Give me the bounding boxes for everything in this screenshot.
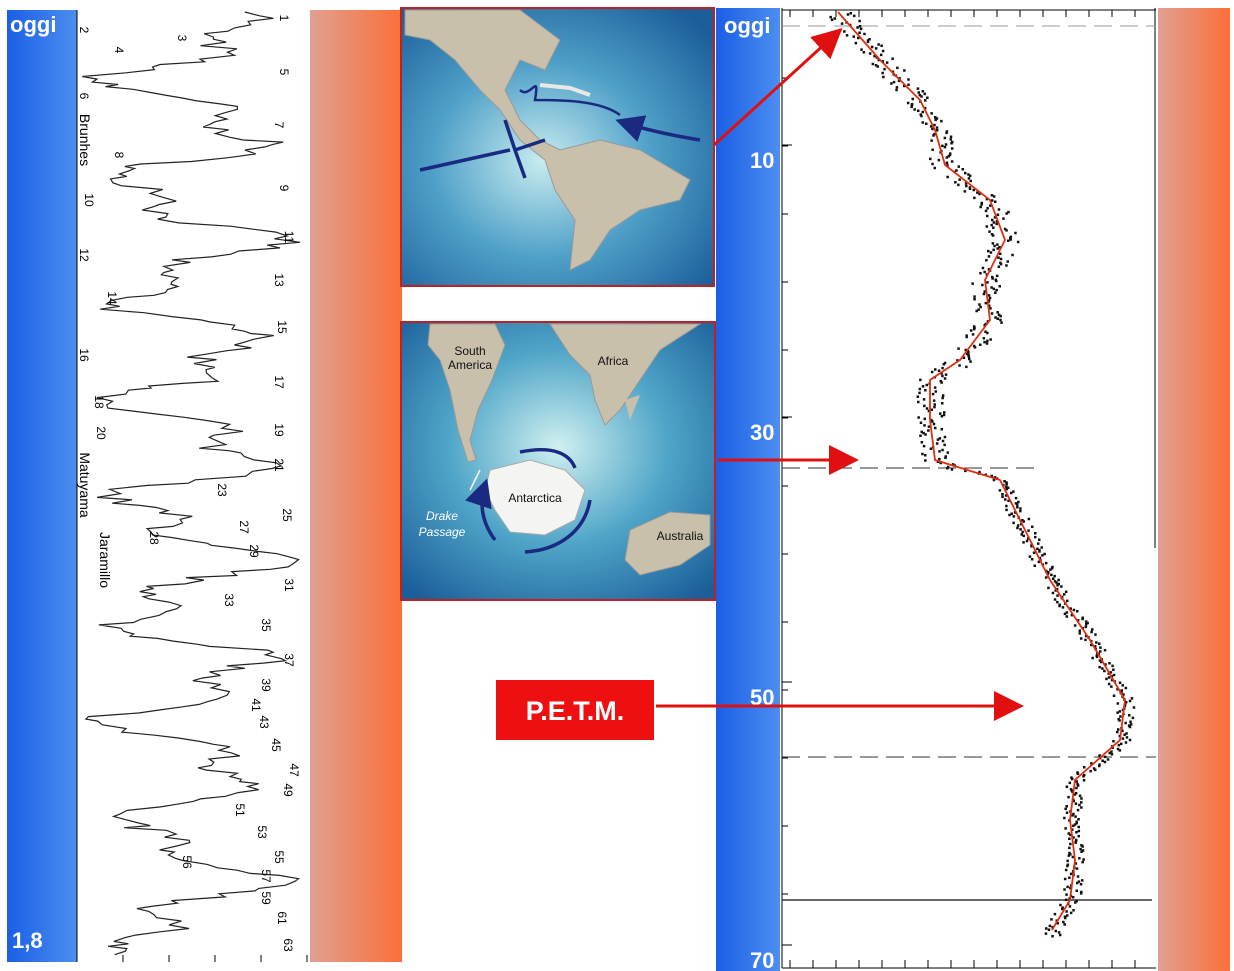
stage-label: 45 — [269, 738, 283, 752]
epoch-label: Matuyama — [77, 452, 93, 518]
epoch-label: Brunhes — [77, 114, 93, 166]
right-orange-bar — [1158, 8, 1230, 971]
smooth-curve — [837, 11, 1126, 931]
stage-label: 14 — [105, 291, 119, 305]
stage-label: 63 — [281, 938, 295, 952]
stage-label: 27 — [237, 520, 251, 534]
map-bottom: South America Africa Antarctica Drake Pass… — [400, 321, 716, 601]
left-curve-group: 1234567891011121314151617181920212325272… — [76, 11, 308, 962]
right-tick-label: 10 — [750, 148, 774, 173]
stage-label: 8 — [112, 152, 126, 159]
stage-label: 2 — [77, 27, 91, 34]
epoch-label: Jaramillo — [97, 532, 113, 588]
left-top-label: oggi — [10, 12, 56, 37]
stage-label: 59 — [259, 891, 273, 905]
right-tick-label: 30 — [750, 420, 774, 445]
stage-label: 56 — [180, 855, 194, 869]
stage-label: 47 — [287, 763, 301, 777]
stage-label: 6 — [77, 93, 91, 100]
label-antarctica: Antarctica — [508, 491, 562, 505]
stage-label: 3 — [175, 35, 189, 42]
label-drake: Drake Passage — [419, 509, 466, 539]
right-tick-label: 70 — [750, 948, 774, 971]
left-orange-bar — [310, 10, 402, 962]
stage-label: 37 — [282, 653, 296, 667]
stage-label: 29 — [247, 544, 261, 558]
map-top — [400, 7, 715, 287]
stage-label: 31 — [282, 578, 296, 592]
stage-label: 57 — [259, 869, 273, 883]
stage-label: 16 — [77, 348, 91, 362]
arrow — [712, 27, 843, 147]
label-south-america: South America — [448, 344, 492, 372]
stage-label: 55 — [272, 850, 286, 864]
stage-label: 39 — [259, 678, 273, 692]
stage-label: 28 — [147, 531, 161, 545]
stage-label: 5 — [277, 69, 291, 76]
stage-label: 1 — [277, 15, 291, 22]
stage-label: 7 — [272, 122, 286, 129]
right-top-label: oggi — [724, 13, 770, 38]
label-africa: Africa — [598, 354, 629, 368]
left-blue-bar — [7, 10, 77, 962]
stage-label: 17 — [272, 375, 286, 389]
stage-label: 23 — [215, 483, 229, 497]
stage-label: 9 — [277, 185, 291, 192]
right-blue-bar — [716, 8, 780, 971]
stage-label: 19 — [272, 423, 286, 437]
stage-label: 13 — [272, 273, 286, 287]
stage-label: 21 — [272, 458, 286, 472]
stage-label: 49 — [281, 783, 295, 797]
petm-label: P.E.T.M. — [526, 696, 625, 726]
stage-label: 20 — [94, 426, 108, 440]
stage-label: 10 — [82, 193, 96, 207]
stage-label: 41 — [249, 698, 263, 712]
stage-label: 11 — [282, 231, 296, 244]
stage-label: 18 — [92, 395, 106, 409]
stage-label: 61 — [275, 911, 289, 925]
stage-label: 4 — [112, 47, 126, 54]
stage-label: 15 — [275, 320, 289, 334]
stage-label: 53 — [255, 825, 269, 839]
label-australia: Australia — [657, 529, 704, 543]
stage-label: 51 — [233, 803, 247, 817]
stage-label: 12 — [77, 248, 91, 262]
petm-box — [496, 680, 654, 740]
stage-label: 33 — [222, 593, 236, 607]
left-curve — [82, 11, 301, 956]
stage-label: 43 — [257, 715, 271, 729]
stage-label: 35 — [259, 618, 273, 632]
stage-label: 25 — [280, 508, 294, 522]
left-bottom-label: 1,8 — [12, 928, 43, 953]
